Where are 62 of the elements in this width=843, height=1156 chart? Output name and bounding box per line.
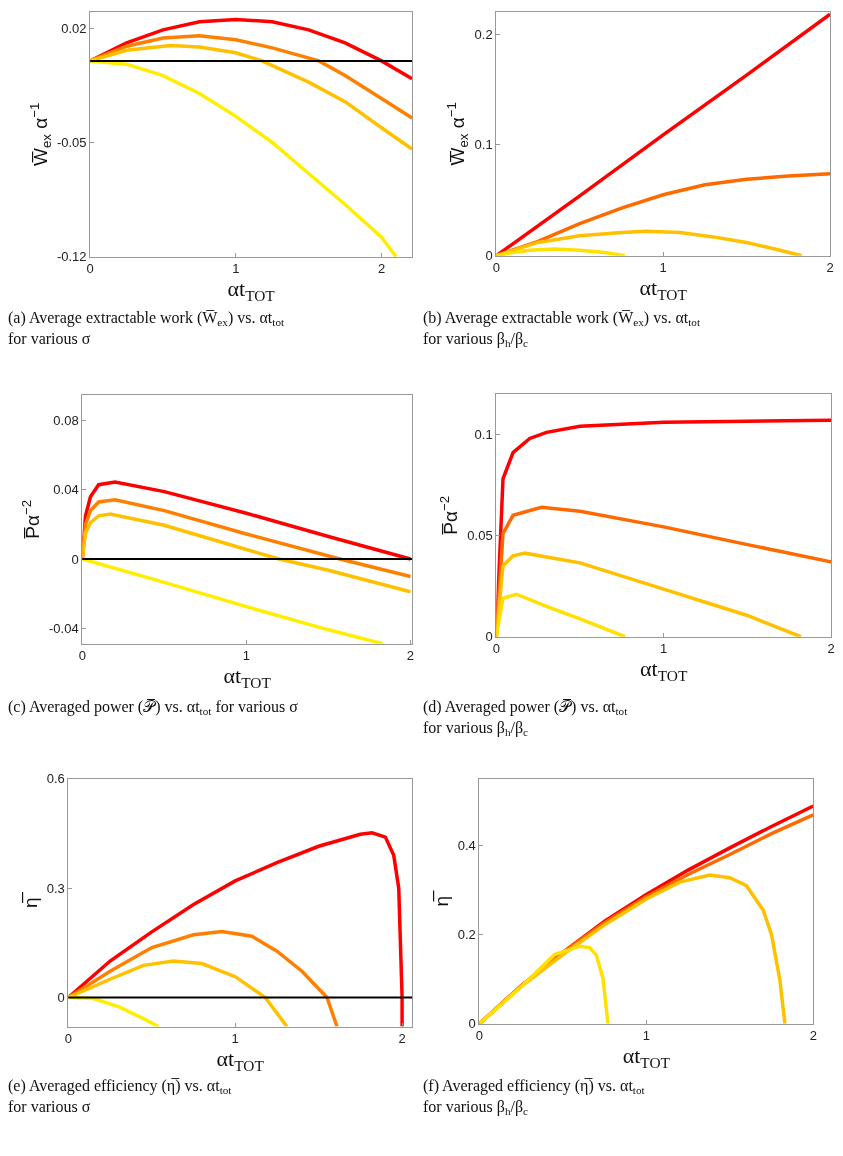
x-tick-label: 1 <box>242 648 250 664</box>
line-series <box>82 512 413 594</box>
x-axis-title: αt$_{TOT}$ <box>216 1046 265 1074</box>
y-tick-label: 0 <box>71 551 79 567</box>
x-axis-title: αt$_{TOT}$ <box>639 275 688 303</box>
text: (c) Averaged power (𝒫̅) vs. αt$_{tot}$ for various σ <box>8 698 299 718</box>
x-tick-label: 2 <box>809 1028 817 1044</box>
y-tick-label: 0 <box>485 248 493 264</box>
chart-title: (d) Averaged power (𝒫̅) vs. αt$_{tot}$ for various β$_{h}$/β$_{c}$ <box>423 698 628 739</box>
y-tick-label: 0.6 <box>46 771 65 787</box>
line-series <box>68 929 339 1027</box>
x-axis-title: αt$_{TOT}$ <box>227 276 276 304</box>
line-series <box>90 43 413 151</box>
line-series <box>496 247 627 256</box>
x-tick-label: 1 <box>231 1031 239 1047</box>
y-tick-label: 0.04 <box>53 482 79 498</box>
y-axis-title: η̅ <box>19 891 41 909</box>
y-tick-label: -0.05 <box>56 135 87 151</box>
y-tick-label: 0 <box>57 990 65 1005</box>
line-series <box>68 831 404 1027</box>
y-axis-title: η̅ <box>430 889 452 907</box>
y-tick-label: 0.3 <box>46 880 65 896</box>
line-series <box>90 17 413 81</box>
chart-title: (b) Average extractable work (W̅$_{ex}$) vs. αt$_{tot}$ for various β$_{h}$/β$_{c}$ <box>423 309 701 350</box>
x-axis-title: αt$_{TOT}$ <box>640 656 688 684</box>
line-series <box>496 229 804 256</box>
x-tick-label: 1 <box>232 261 240 277</box>
line-series <box>90 59 398 257</box>
y-tick-label: 0.2 <box>457 927 476 943</box>
x-axis-title: αt$_{TOT}$ <box>223 663 272 691</box>
x-tick-label: 1 <box>659 260 667 276</box>
chart-title: (a) Average extractable work (W̅$_{ex}$) vs. αt$_{tot}$ for various σ <box>8 309 285 347</box>
line-series <box>90 34 413 120</box>
line-series <box>68 959 289 1027</box>
chart-title: (e) Averaged efficiency (η̅) vs. αt$_{tot}$ for various σ <box>8 1077 232 1115</box>
y-tick-label: 0.02 <box>61 20 87 36</box>
line-series <box>82 557 385 644</box>
x-tick-label: 1 <box>642 1028 650 1044</box>
x-tick-label: 1 <box>660 641 668 657</box>
y-tick-label: 0.05 <box>467 528 493 544</box>
line-series <box>496 12 831 256</box>
x-tick-label: 2 <box>377 261 386 277</box>
y-tick-label: 0 <box>485 629 493 645</box>
chart-title: (f) Averaged efficiency (η̅) vs. αt$_{tot}$ for various β$_{h}$/β$_{c}$ <box>423 1077 645 1118</box>
x-tick-label: 2 <box>406 648 415 664</box>
y-tick-label: 0.4 <box>457 838 476 854</box>
y-tick-label: 0.1 <box>474 426 493 442</box>
x-tick-label: 2 <box>398 1031 406 1047</box>
line-series <box>479 944 610 1024</box>
line-series <box>82 480 413 561</box>
x-tick-label: 2 <box>826 260 834 276</box>
y-tick-label: -0.04 <box>49 620 79 636</box>
line-series <box>496 592 627 637</box>
y-tick-label: 0 <box>468 1016 476 1032</box>
x-tick-label: 2 <box>827 641 835 657</box>
line-series <box>496 551 803 637</box>
y-tick-label: 0.08 <box>53 413 79 429</box>
x-axis-title: αt$_{TOT}$ <box>622 1043 671 1071</box>
line-series <box>82 498 413 579</box>
y-tick-label: -0.12 <box>56 249 87 265</box>
y-tick-label: 0.2 <box>474 26 493 42</box>
y-tick-label: 0.1 <box>474 137 493 153</box>
